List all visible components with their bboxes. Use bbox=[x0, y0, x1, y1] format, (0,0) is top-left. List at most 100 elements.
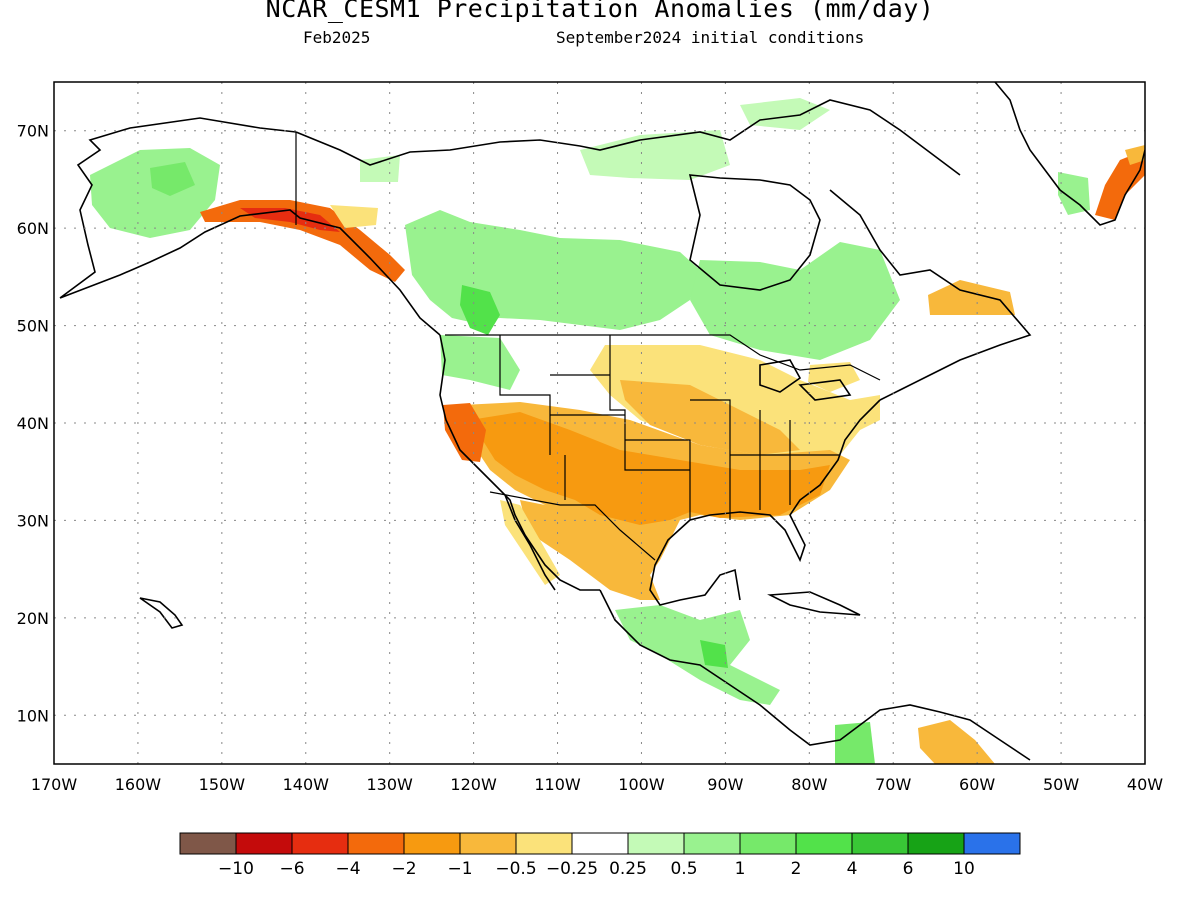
labrador-coast bbox=[829, 189, 1032, 401]
lon-tick-label: 120W bbox=[450, 775, 497, 794]
legend-swatch bbox=[739, 832, 797, 855]
anomaly-shading bbox=[90, 98, 1145, 764]
us-canada-border bbox=[445, 334, 881, 381]
greenland-coast bbox=[994, 82, 1145, 226]
legend-swatch bbox=[235, 832, 293, 855]
legend-swatch bbox=[403, 832, 461, 855]
legend-label: −0.25 bbox=[546, 859, 598, 879]
anomaly-california-edge-dry bbox=[443, 403, 486, 462]
legend-swatch bbox=[347, 832, 405, 855]
central-america-coast bbox=[599, 589, 1031, 761]
lon-tick-label: 40W bbox=[1127, 775, 1163, 794]
legend-label: −4 bbox=[335, 859, 360, 879]
lon-tick-label: 160W bbox=[115, 775, 162, 794]
longitude-labels: 170W 160W 150W 140W 130W 120W 110W 100W 90W 80W 70… bbox=[31, 775, 1163, 794]
lon-tick-label: 130W bbox=[367, 775, 414, 794]
legend-swatch bbox=[515, 832, 573, 855]
legend-label: 2 bbox=[791, 859, 802, 879]
anomaly-arctic-islands-wet bbox=[740, 98, 830, 130]
anomaly-yukon-wet bbox=[360, 155, 400, 182]
anomaly-southern-alaska-core-dry bbox=[240, 208, 340, 232]
hawaii bbox=[139, 597, 184, 629]
lat-tick-label: 30N bbox=[17, 511, 49, 530]
legend-label: 6 bbox=[903, 859, 914, 879]
legend-swatch bbox=[683, 832, 741, 855]
anomaly-colombia-wet bbox=[835, 722, 875, 764]
canada-arctic-coast bbox=[295, 99, 961, 176]
lat-tick-label: 40N bbox=[17, 414, 49, 433]
lat-tick-label: 50N bbox=[17, 317, 49, 336]
legend-swatch bbox=[459, 832, 517, 855]
lat-tick-label: 10N bbox=[17, 706, 49, 725]
anomaly-greenland-se-edge-dry bbox=[1125, 145, 1145, 165]
us-east-coast bbox=[649, 399, 881, 606]
anomaly-great-lakes-dry bbox=[808, 362, 860, 392]
coastlines bbox=[59, 82, 1145, 761]
lon-tick-label: 100W bbox=[618, 775, 665, 794]
legend-swatch bbox=[627, 832, 685, 855]
anomaly-central-america-wet bbox=[615, 605, 780, 705]
legend-label: −0.5 bbox=[495, 859, 536, 879]
political-borders bbox=[295, 132, 881, 561]
legend-swatch bbox=[963, 832, 1021, 855]
legend-label: −2 bbox=[391, 859, 416, 879]
lon-tick-label: 150W bbox=[199, 775, 246, 794]
lon-tick-label: 90W bbox=[707, 775, 743, 794]
legend-labels: −10 −6 −4 −2 −1 −0.5 −0.25 0.25 0.5 1 2 4 6 10 bbox=[218, 859, 975, 879]
anomaly-venezuela-dry bbox=[918, 720, 995, 764]
anomaly-honduras-wet bbox=[700, 640, 728, 668]
anomaly-newfoundland-dry bbox=[928, 280, 1015, 315]
anomaly-alaska-core-wet bbox=[150, 162, 195, 196]
anomaly-southwest-core-dry bbox=[470, 412, 830, 525]
cuba bbox=[767, 591, 861, 616]
lon-tick-label: 50W bbox=[1043, 775, 1079, 794]
anomaly-greenland-w-wet bbox=[1058, 172, 1090, 215]
anomaly-gulf-alaska-light-dry bbox=[330, 205, 378, 228]
anomaly-southern-alaska-coast-dry bbox=[200, 200, 405, 282]
lat-tick-label: 70N bbox=[17, 122, 49, 141]
lon-tick-label: 80W bbox=[791, 775, 827, 794]
legend-colorbar bbox=[179, 832, 1021, 855]
legend-label: 4 bbox=[847, 859, 858, 879]
latitude-labels: 70N 60N 50N 40N 30N 20N 10N bbox=[17, 122, 49, 726]
lon-tick-label: 70W bbox=[875, 775, 911, 794]
initial-conditions: September2024 initial conditions bbox=[556, 28, 865, 47]
map-title: NCAR_CESM1 Precipitation Anomalies (mm/d… bbox=[265, 0, 935, 23]
lat-tick-label: 60N bbox=[17, 219, 49, 238]
anomaly-central-plains-dry bbox=[590, 345, 880, 460]
lon-tick-label: 110W bbox=[534, 775, 581, 794]
alaska-coast bbox=[59, 117, 441, 336]
lat-tick-label: 20N bbox=[17, 609, 49, 628]
legend-label: −6 bbox=[279, 859, 304, 879]
lat-lon-grid bbox=[54, 82, 1145, 764]
lon-tick-label: 170W bbox=[31, 775, 78, 794]
legend-label: −10 bbox=[218, 859, 254, 879]
us-mexico-border bbox=[489, 491, 656, 561]
baja bbox=[504, 494, 556, 591]
legend-swatch bbox=[907, 832, 965, 855]
legend-label: 1 bbox=[735, 859, 746, 879]
forecast-month: Feb2025 bbox=[303, 28, 371, 47]
anomaly-hudson-bay-wet bbox=[580, 130, 730, 180]
legend-label: −1 bbox=[447, 859, 472, 879]
legend-swatch bbox=[291, 832, 349, 855]
us-west-coast bbox=[439, 334, 600, 591]
hudson-bay-coast bbox=[688, 174, 821, 291]
legend-label: 10 bbox=[953, 859, 975, 879]
lon-tick-label: 60W bbox=[959, 775, 995, 794]
legend-swatch bbox=[571, 832, 629, 855]
lon-tick-label: 140W bbox=[283, 775, 330, 794]
anomaly-ontario-quebec-wet bbox=[690, 242, 900, 360]
us-state-lines bbox=[499, 335, 840, 520]
anomaly-bc-coast-wet bbox=[460, 285, 500, 335]
map-frame bbox=[53, 81, 1146, 765]
legend-label: 0.5 bbox=[670, 859, 697, 879]
legend-swatch bbox=[795, 832, 853, 855]
anomaly-midwest-dry bbox=[620, 380, 800, 455]
legend-swatch bbox=[851, 832, 909, 855]
anomaly-greenland-se-dry bbox=[1095, 150, 1145, 220]
legend-label: 0.25 bbox=[609, 859, 647, 879]
great-lakes bbox=[759, 359, 852, 401]
